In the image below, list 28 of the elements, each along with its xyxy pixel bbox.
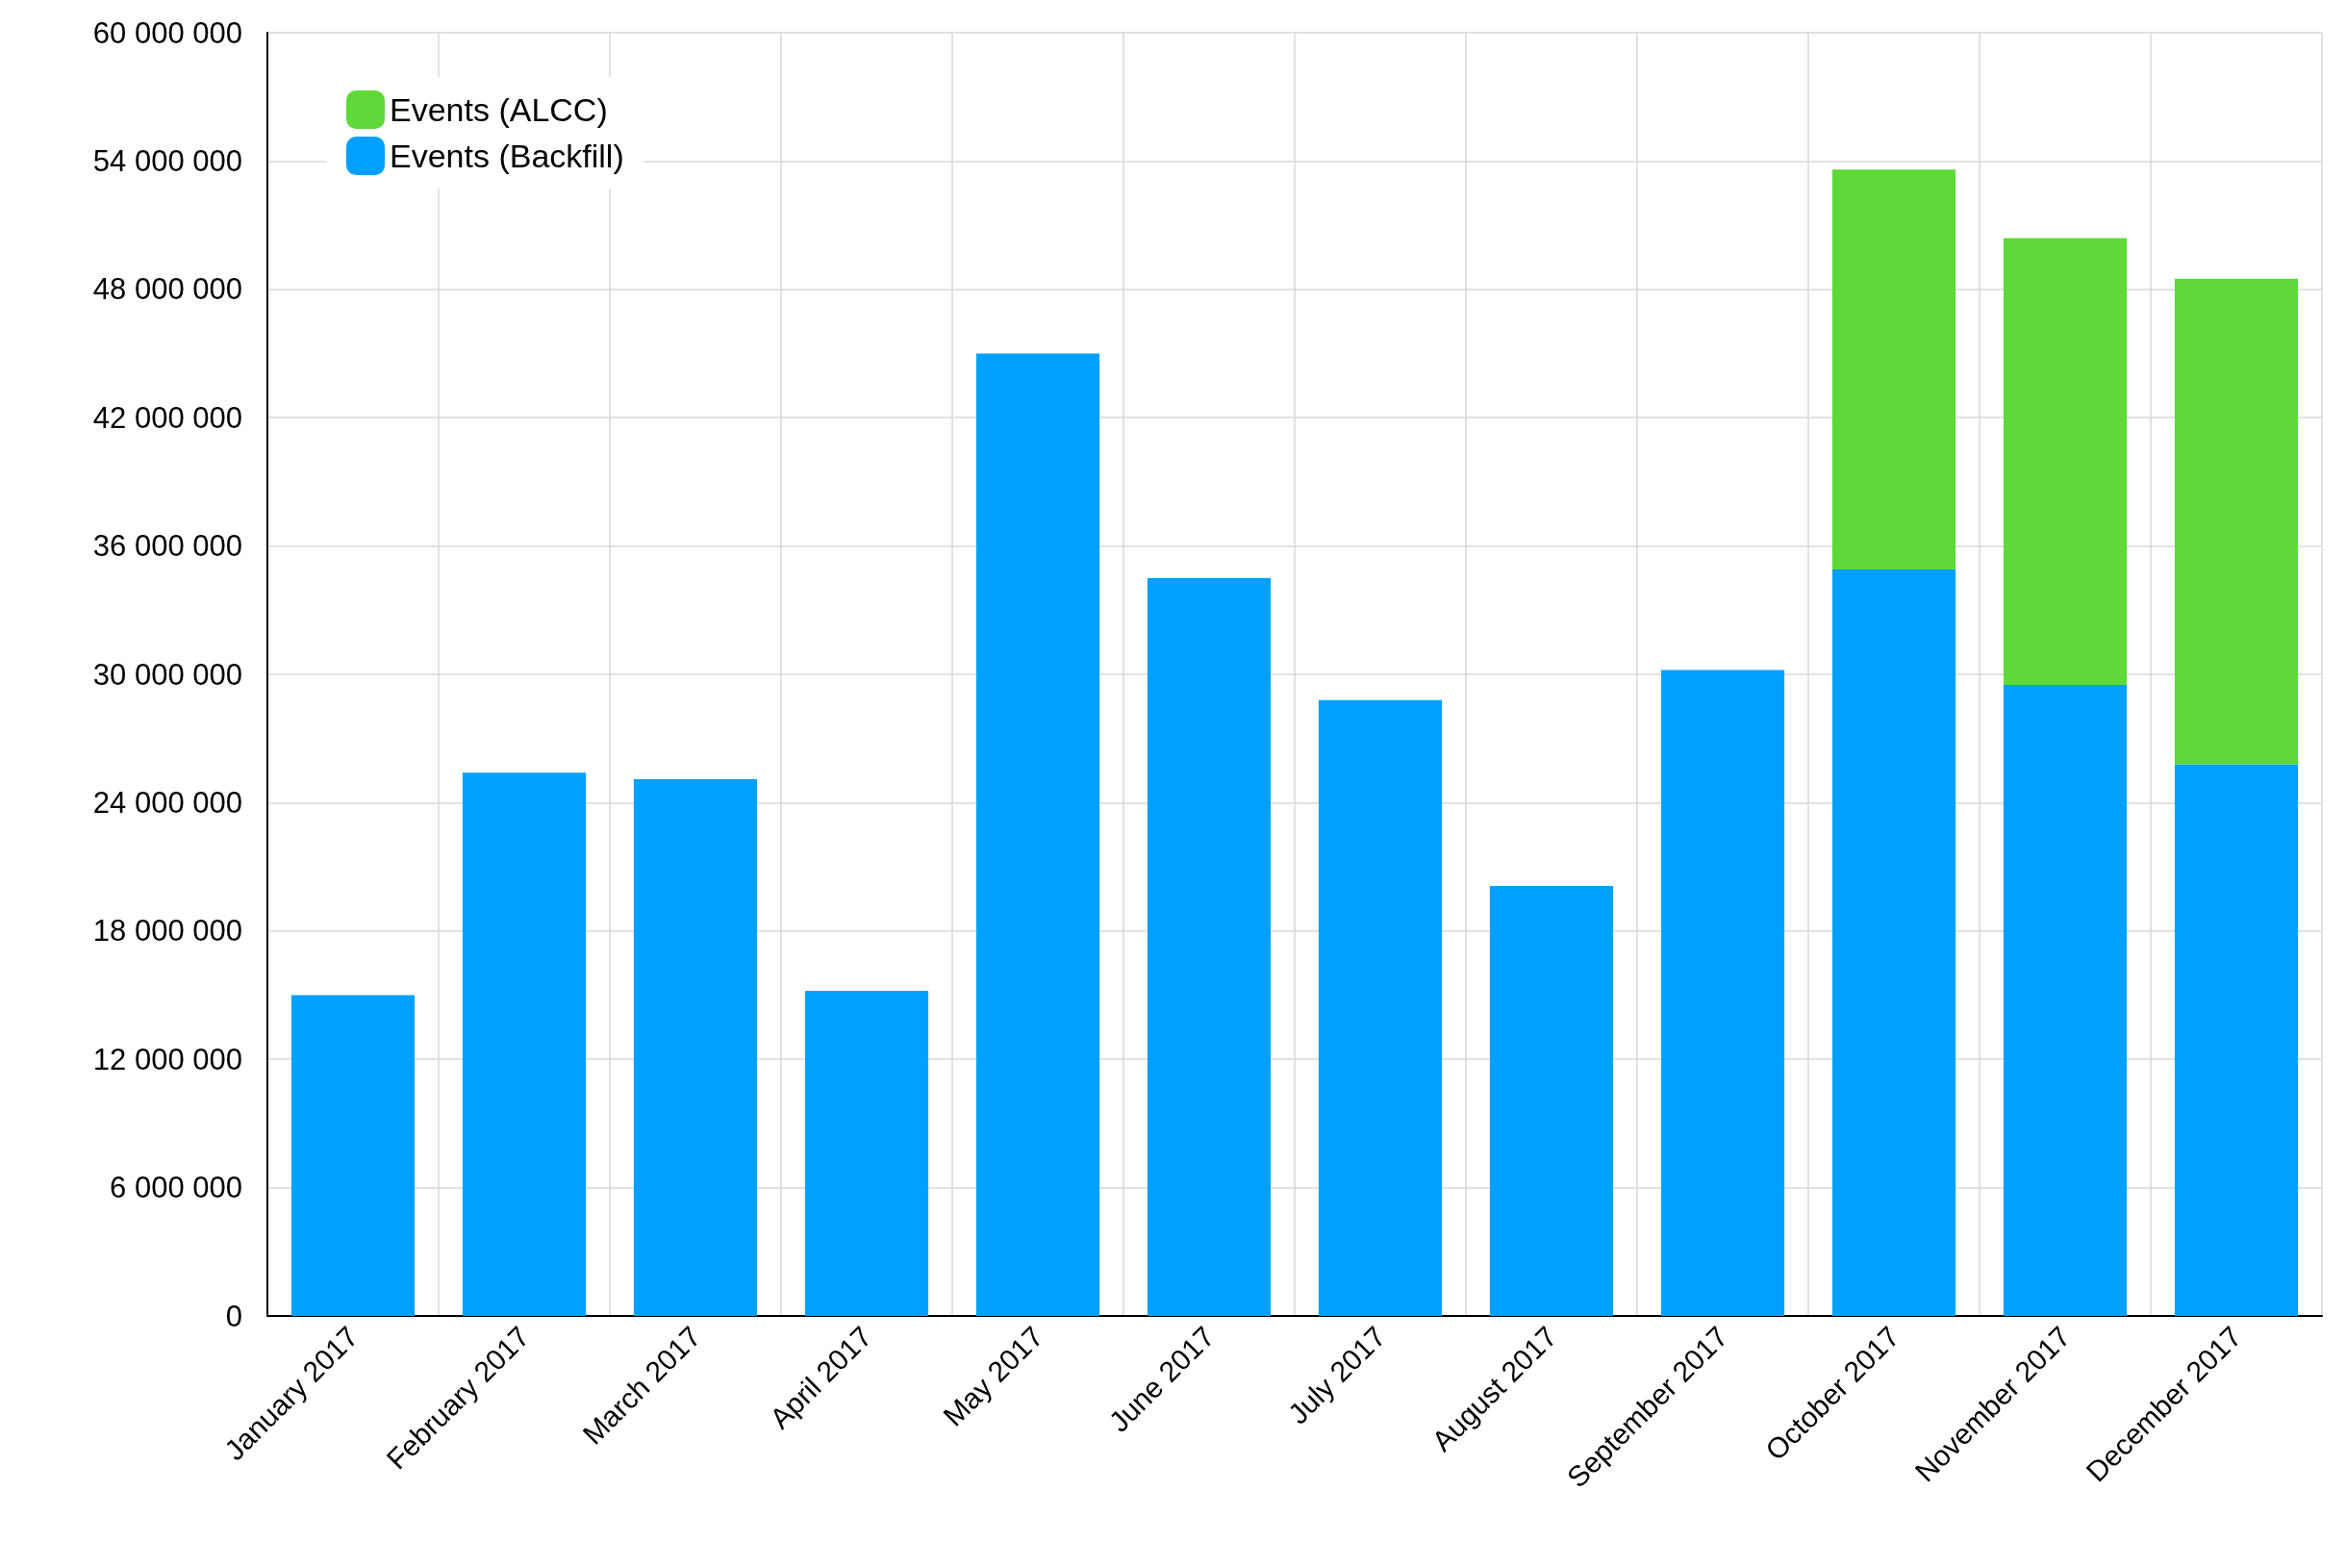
- bar: [1831, 169, 1956, 570]
- bar: [2003, 685, 2128, 1316]
- y-tick-label: 0: [225, 1299, 242, 1333]
- y-tick-label: 60 000 000: [92, 15, 242, 50]
- y-tick-label: 12 000 000: [92, 1042, 242, 1076]
- y-tick-label: 30 000 000: [92, 657, 242, 692]
- y-tick-label: 36 000 000: [92, 529, 242, 564]
- bar: [633, 778, 758, 1316]
- y-tick-label: 42 000 000: [92, 400, 242, 435]
- legend-label: Events (Backfill): [390, 138, 624, 174]
- bar: [1660, 670, 1785, 1316]
- y-tick-label: 54 000 000: [92, 143, 242, 178]
- bar: [2174, 764, 2299, 1316]
- legend-label: Events (ALCC): [390, 91, 608, 128]
- y-tick-label: 18 000 000: [92, 914, 242, 948]
- bar: [2003, 238, 2128, 686]
- bar: [1489, 886, 1614, 1316]
- y-tick-label: 6 000 000: [110, 1171, 242, 1205]
- y-tick-label: 48 000 000: [92, 272, 242, 307]
- bar: [1147, 577, 1272, 1316]
- bar: [1318, 699, 1443, 1316]
- bar: [804, 991, 929, 1316]
- bar: [2174, 278, 2299, 765]
- bar: [290, 995, 416, 1316]
- y-tick-label: 24 000 000: [92, 785, 242, 820]
- bar: [975, 353, 1100, 1316]
- bar: [1831, 569, 1956, 1316]
- bar: [462, 772, 587, 1316]
